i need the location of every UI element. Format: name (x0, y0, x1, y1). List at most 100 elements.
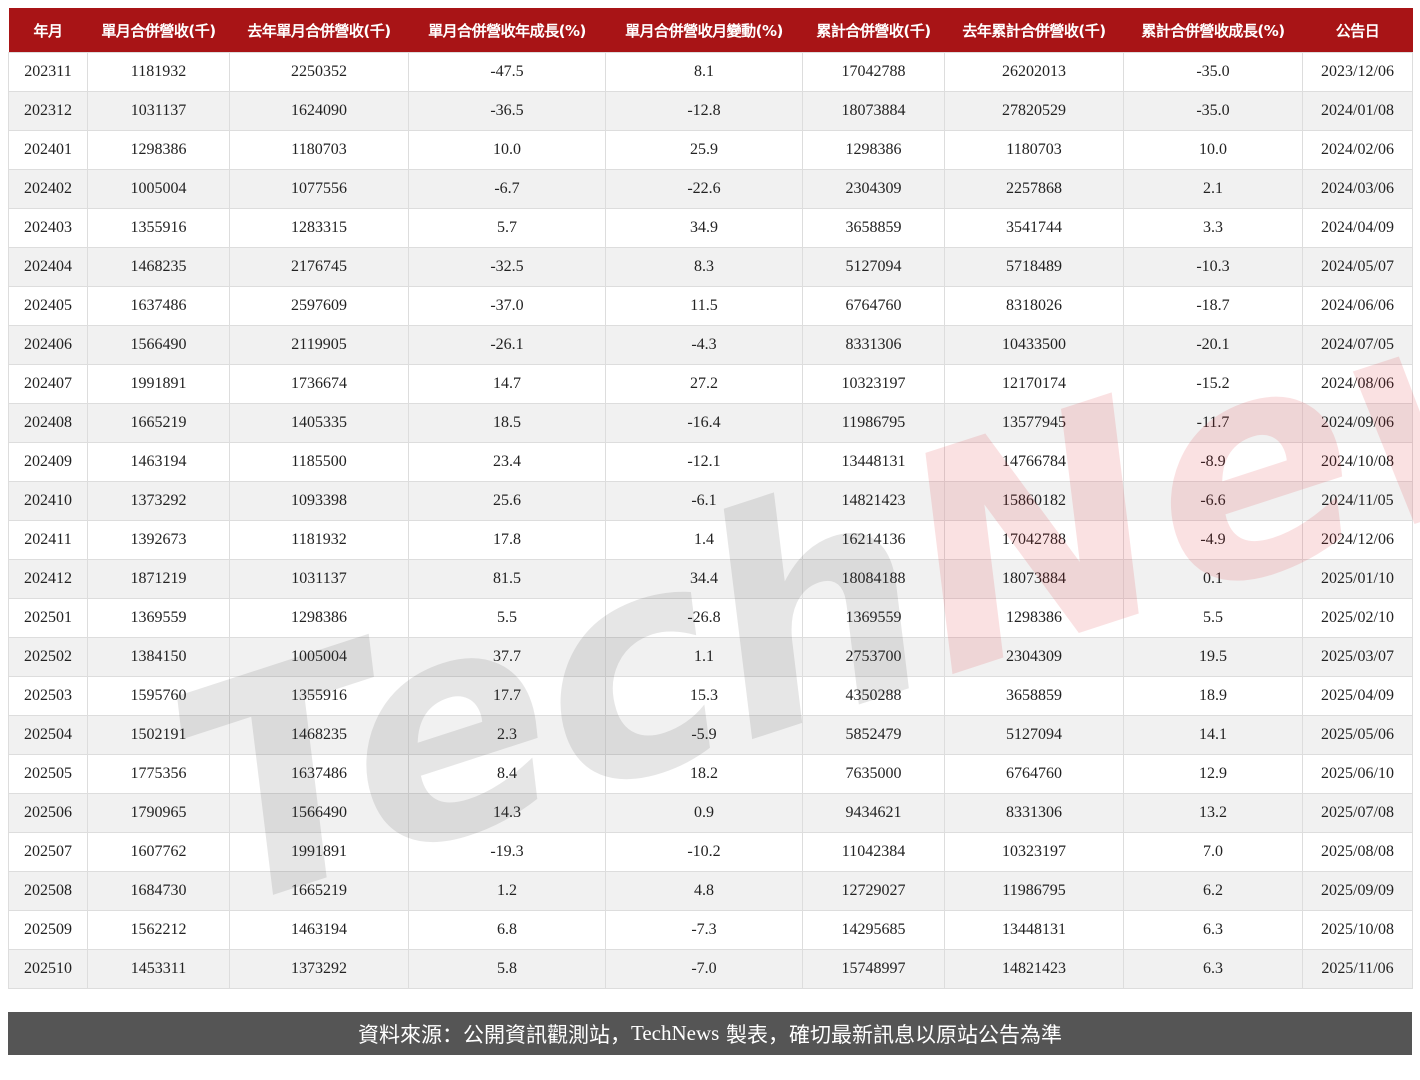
table-cell: 1871219 (87, 559, 230, 599)
table-cell: 10323197 (802, 364, 945, 404)
table-cell: 16214136 (802, 520, 945, 560)
table-cell: 1369559 (87, 598, 230, 638)
table-cell: 1775356 (87, 754, 230, 794)
table-cell: -11.7 (1123, 403, 1303, 443)
table-cell: 5127094 (802, 247, 945, 287)
table-cell: 1185500 (229, 442, 409, 482)
table-cell: 2024/09/06 (1302, 403, 1413, 443)
table-cell: 202405 (8, 286, 88, 326)
table-cell: 2304309 (944, 637, 1124, 677)
table-cell: -12.1 (605, 442, 803, 482)
table-cell: 202507 (8, 832, 88, 872)
table-row: 202403 1355916 1283315 5.7 34.9 3658859 354174… (8, 208, 1413, 248)
table-cell: 1093398 (229, 481, 409, 521)
table-cell: 1031137 (229, 559, 409, 599)
table-cell: 1355916 (229, 676, 409, 716)
table-cell: 5127094 (944, 715, 1124, 755)
table-row: 202408 1665219 1405335 18.5 -16.4 11986795 135… (8, 403, 1413, 443)
table-cell: 1392673 (87, 520, 230, 560)
table-cell: 13.2 (1123, 793, 1303, 833)
table-cell: 1566490 (87, 325, 230, 365)
table-cell: 6.3 (1123, 910, 1303, 950)
table-cell: 13577945 (944, 403, 1124, 443)
table-cell: 14766784 (944, 442, 1124, 482)
table-cell: 11986795 (802, 403, 945, 443)
table-cell: 4.8 (605, 871, 803, 911)
table-cell: 1453311 (87, 949, 230, 989)
table-cell: 2257868 (944, 169, 1124, 209)
table-cell: 202503 (8, 676, 88, 716)
table-cell: 5.7 (408, 208, 606, 248)
table-cell: 1468235 (87, 247, 230, 287)
table-cell: 81.5 (408, 559, 606, 599)
column-header: 公告日 (1302, 8, 1413, 53)
table-cell: 37.7 (408, 637, 606, 677)
column-header: 單月合併營收年成長(%) (408, 8, 606, 53)
table-cell: 0.1 (1123, 559, 1303, 599)
table-cell: 202506 (8, 793, 88, 833)
table-cell: 2024/07/05 (1302, 325, 1413, 365)
table-cell: -32.5 (408, 247, 606, 287)
table-row: 202311 1181932 2250352 -47.5 8.1 17042788 2620… (8, 52, 1413, 92)
table-cell: 2025/05/06 (1302, 715, 1413, 755)
table-cell: 202412 (8, 559, 88, 599)
table-cell: -26.1 (408, 325, 606, 365)
table-cell: 202508 (8, 871, 88, 911)
table-cell: 18.5 (408, 403, 606, 443)
table-cell: 1180703 (229, 130, 409, 170)
table-cell: 2025/09/09 (1302, 871, 1413, 911)
table-cell: -35.0 (1123, 52, 1303, 92)
table-cell: 1298386 (944, 598, 1124, 638)
table-cell: 1502191 (87, 715, 230, 755)
table-cell: 1369559 (802, 598, 945, 638)
table-cell: 202504 (8, 715, 88, 755)
table-cell: 10.0 (408, 130, 606, 170)
table-cell: 202408 (8, 403, 88, 443)
table-cell: 2025/06/10 (1302, 754, 1413, 794)
table-row: 202402 1005004 1077556 -6.7 -22.6 2304309 2257… (8, 169, 1413, 209)
table-cell: 17042788 (802, 52, 945, 92)
table-cell: 1298386 (802, 130, 945, 170)
table-cell: 1373292 (229, 949, 409, 989)
table-cell: 15860182 (944, 481, 1124, 521)
table-cell: 2176745 (229, 247, 409, 287)
table-cell: 2304309 (802, 169, 945, 209)
table-cell: -6.7 (408, 169, 606, 209)
table-cell: 2024/06/06 (1302, 286, 1413, 326)
table-cell: 1566490 (229, 793, 409, 833)
table-cell: 0.9 (605, 793, 803, 833)
table-cell: 2025/03/07 (1302, 637, 1413, 677)
table-cell: 2023/12/06 (1302, 52, 1413, 92)
table-cell: 7.0 (1123, 832, 1303, 872)
table-cell: 202404 (8, 247, 88, 287)
table-cell: 1468235 (229, 715, 409, 755)
table-cell: -8.9 (1123, 442, 1303, 482)
table-cell: 6.8 (408, 910, 606, 950)
table-cell: 202402 (8, 169, 88, 209)
footer-brand: TechNews (630, 1021, 720, 1045)
table-row: 202505 1775356 1637486 8.4 18.2 7635000 676476… (8, 754, 1413, 794)
table-cell: 1181932 (229, 520, 409, 560)
table-cell: 1181932 (87, 52, 230, 92)
table-cell: 17.7 (408, 676, 606, 716)
table-cell: 8318026 (944, 286, 1124, 326)
column-header: 去年單月合併營收(千) (229, 8, 409, 53)
table-cell: 1283315 (229, 208, 409, 248)
table-cell: 1595760 (87, 676, 230, 716)
table-row: 202502 1384150 1005004 37.7 1.1 2753700 230430… (8, 637, 1413, 677)
source-footer: 資料來源：公開資訊觀測站， TechNews 製表，確切最新訊息以原站公告為準 (8, 1012, 1412, 1055)
table-cell: -10.2 (605, 832, 803, 872)
table-cell: 202411 (8, 520, 88, 560)
table-cell: -37.0 (408, 286, 606, 326)
table-cell: 202406 (8, 325, 88, 365)
table-cell: 202502 (8, 637, 88, 677)
revenue-table: 年月 單月合併營收(千) 去年單月合併營收(千) 單月合併營收年成長(%) 單月合併營收… (8, 8, 1413, 989)
table-cell: 15748997 (802, 949, 945, 989)
column-header: 單月合併營收月變動(%) (605, 8, 803, 53)
table-cell: 10.0 (1123, 130, 1303, 170)
table-cell: 18.9 (1123, 676, 1303, 716)
table-cell: 2.3 (408, 715, 606, 755)
table-cell: -15.2 (1123, 364, 1303, 404)
table-cell: 1.1 (605, 637, 803, 677)
table-cell: 8.1 (605, 52, 803, 92)
